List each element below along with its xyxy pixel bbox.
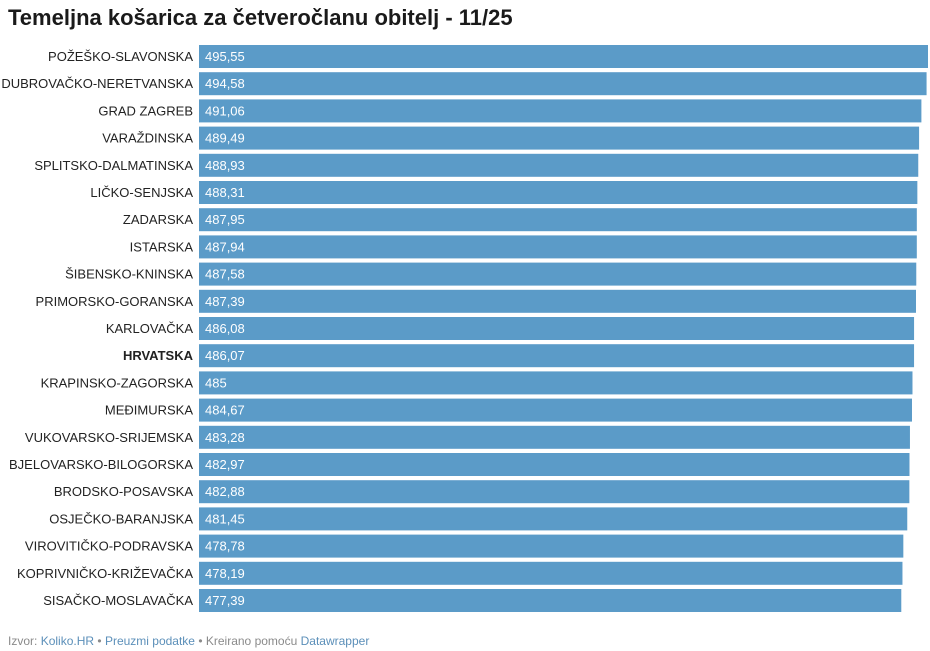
category-label: BJELOVARSKO-BILOGORSKA — [9, 457, 193, 472]
category-label: LIČKO-SENJSKA — [90, 185, 193, 200]
bar — [199, 317, 915, 340]
datawrapper-link[interactable]: Datawrapper — [300, 634, 370, 648]
value-label: 494,58 — [205, 76, 245, 91]
footer-separator: • — [97, 634, 102, 648]
value-label: 488,31 — [205, 185, 245, 200]
chart-title: Temeljna košarica za četveročlanu obitel… — [8, 5, 513, 30]
bar — [199, 344, 915, 368]
category-label: MEĐIMURSKA — [105, 403, 193, 418]
value-label: 491,06 — [205, 103, 245, 118]
bar — [199, 208, 917, 232]
value-label: 478,78 — [205, 539, 245, 554]
category-label: GRAD ZAGREB — [98, 103, 193, 118]
category-label: POŽEŠKO-SLAVONSKA — [48, 49, 193, 64]
created-with-prefix: Kreirano pomoću — [205, 634, 298, 648]
value-label: 482,97 — [205, 457, 245, 472]
bar — [199, 589, 902, 612]
category-label: KRAPINSKO-ZAGORSKA — [41, 375, 194, 390]
bar — [199, 425, 910, 449]
category-label: ZADARSKA — [123, 212, 193, 227]
bar — [199, 534, 904, 558]
value-label: 486,07 — [205, 348, 245, 363]
category-label: VARAŽDINSKA — [102, 131, 193, 146]
source-prefix: Izvor: — [8, 634, 38, 648]
category-label: ŠIBENSKO-KNINSKA — [65, 267, 193, 282]
value-label: 487,39 — [205, 294, 245, 309]
category-label: BRODSKO-POSAVSKA — [54, 484, 194, 499]
footer-separator: • — [198, 634, 203, 648]
category-label: PRIMORSKO-GORANSKA — [36, 294, 194, 309]
bar-chart: POŽEŠKO-SLAVONSKA 495,55 DUBROVAČKO-NERETV… — [1, 45, 928, 612]
value-label: 478,19 — [205, 566, 245, 581]
value-label: 487,95 — [205, 212, 245, 227]
bar — [199, 398, 912, 422]
value-label: 485 — [205, 375, 227, 390]
value-label: 489,49 — [205, 131, 245, 146]
value-label: 477,39 — [205, 593, 245, 608]
category-label: ISTARSKA — [130, 239, 194, 254]
value-label: 486,08 — [205, 321, 245, 336]
category-label: HRVATSKA — [123, 348, 194, 363]
category-label: KOPRIVNIČKO-KRIŽEVAČKA — [17, 566, 193, 581]
value-label: 487,94 — [205, 239, 245, 254]
bar — [199, 289, 916, 313]
download-data-link[interactable]: Preuzmi podatke — [104, 634, 195, 648]
bar — [199, 99, 922, 123]
bar — [199, 507, 908, 531]
bar — [199, 480, 910, 504]
bar — [199, 371, 913, 395]
bar — [199, 45, 928, 68]
value-label: 482,88 — [205, 484, 245, 499]
chart-footer: Izvor: Koliko.HR • Preuzmi podatke • Kre… — [8, 634, 369, 648]
category-label: VUKOVARSKO-SRIJEMSKA — [25, 430, 193, 445]
bar — [199, 561, 903, 585]
value-label: 483,28 — [205, 430, 245, 445]
bar — [199, 453, 910, 476]
bar — [199, 126, 920, 150]
category-label: OSJEČKO-BARANJSKA — [49, 511, 193, 526]
value-label: 484,67 — [205, 403, 245, 418]
category-label: VIROVITIČKO-PODRAVSKA — [25, 539, 193, 554]
bar — [199, 72, 927, 96]
category-label: SISAČKO-MOSLAVAČKA — [43, 593, 193, 608]
value-label: 495,55 — [205, 49, 245, 64]
bar — [199, 153, 919, 177]
bar — [199, 235, 917, 259]
bar — [199, 262, 917, 286]
category-label: SPLITSKO-DALMATINSKA — [34, 158, 193, 173]
value-label: 487,58 — [205, 267, 245, 282]
category-label: KARLOVAČKA — [106, 321, 194, 336]
value-label: 481,45 — [205, 511, 245, 526]
source-link[interactable]: Koliko.HR — [40, 634, 95, 648]
value-label: 488,93 — [205, 158, 245, 173]
bar — [199, 181, 918, 204]
category-label: DUBROVAČKO-NERETVANSKA — [1, 76, 193, 91]
